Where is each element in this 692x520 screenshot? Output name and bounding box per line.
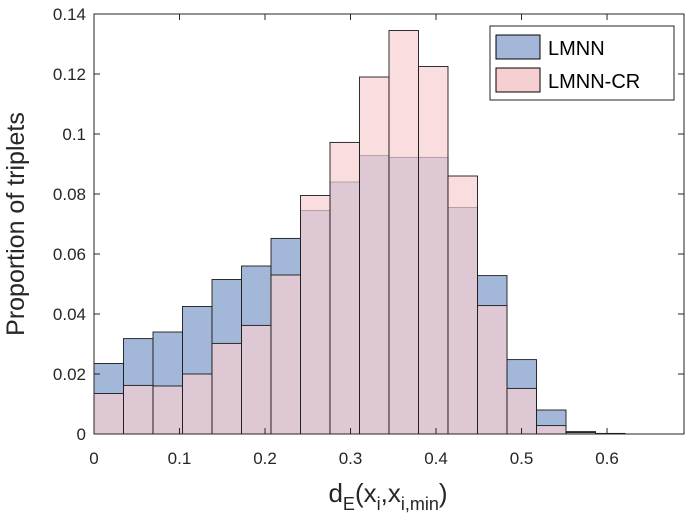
lmnn-cr-bar [418, 66, 449, 435]
lmnn-cr-bar [388, 30, 419, 435]
lmnn-cr-bar [182, 373, 213, 435]
legend-label-lmnn: LMNN [548, 38, 605, 60]
axes [93, 13, 685, 435]
y-tick-label: 0.12 [53, 65, 86, 84]
lmnn-cr-bar [359, 76, 390, 435]
legend: LMNN LMNN-CR [489, 25, 675, 101]
y-axis-ticks: 0 0.02 0.04 0.06 0.08 0.1 0.12 0.14 [53, 5, 684, 444]
y-tick-label: 0.14 [53, 5, 86, 24]
x-tick-label: 0.2 [253, 449, 277, 468]
y-axis-title: Proportion of triplets [2, 112, 30, 336]
x-tick-label: 0.4 [424, 449, 448, 468]
lmnn-cr-bar [93, 393, 124, 435]
legend-swatch-lmnn [495, 34, 541, 60]
x-tick-label: 0.5 [510, 449, 534, 468]
y-tick-label: 0.1 [62, 125, 86, 144]
lmnn-cr-bar [506, 387, 537, 435]
y-tick-label: 0.02 [53, 365, 86, 384]
x-tick-label: 0 [89, 449, 98, 468]
lmnn-cr-bar [300, 195, 331, 435]
x-tick-label: 0.3 [339, 449, 363, 468]
x-axis-ticks: 0 0.1 0.2 0.3 0.4 0.5 0.6 [89, 14, 619, 468]
x-axis-title: dE(xi,xi,min) [328, 478, 447, 514]
lmnn-cr-bar [123, 384, 154, 435]
y-tick-label: 0.04 [53, 305, 86, 324]
lmnn-cr-bar [241, 324, 272, 435]
lmnn-cr-bar [447, 175, 478, 435]
x-tick-label: 0.1 [168, 449, 192, 468]
lmnn-cr-bar [536, 425, 567, 435]
x-tick-label: 0.6 [595, 449, 619, 468]
lmnn-cr-bar [477, 305, 508, 435]
plot-frame [93, 13, 685, 435]
lmnn-cr-bar [152, 385, 183, 435]
lmnn-cr-bar [270, 274, 301, 435]
y-tick-label: 0.08 [53, 185, 86, 204]
lmnn-cr-bar [329, 141, 360, 435]
y-tick-label: 0.06 [53, 245, 86, 264]
y-tick-label: 0 [77, 425, 86, 444]
legend-label-lmnn-cr: LMNN-CR [548, 71, 640, 93]
lmnn-cr-bar [211, 342, 242, 435]
legend-swatch-lmnn-cr [495, 67, 541, 93]
